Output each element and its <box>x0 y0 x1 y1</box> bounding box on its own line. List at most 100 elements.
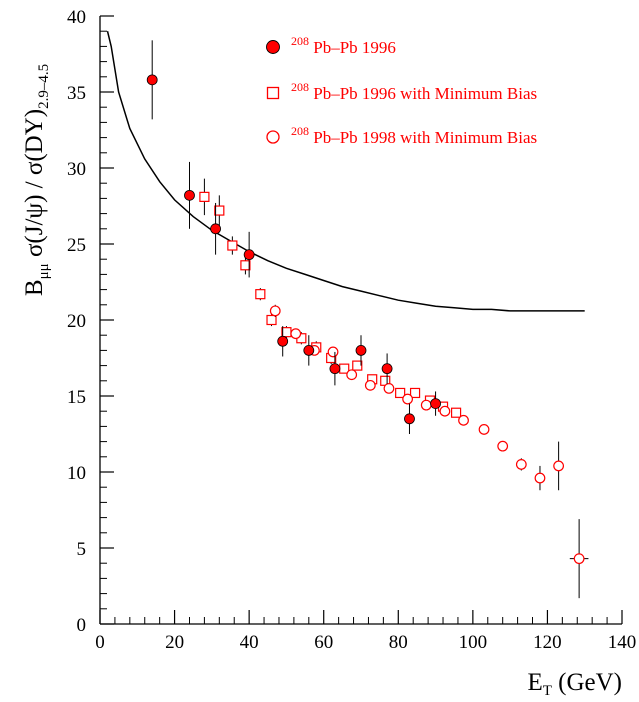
marker-filled-circle <box>329 363 341 375</box>
y-tick-label: 35 <box>67 83 86 104</box>
x-tick-label: 60 <box>314 632 333 653</box>
filled-circle-point <box>381 353 393 384</box>
marker-open-square <box>255 289 266 300</box>
marker-open-square <box>352 360 363 371</box>
open-circle-point <box>478 424 490 435</box>
marker-open-square <box>266 314 277 326</box>
filled-circle-point <box>430 391 441 416</box>
legend-label-text: Pb–Pb 1996 <box>309 38 396 57</box>
filled-circle-point <box>146 40 158 120</box>
filled-circle-point <box>277 326 289 357</box>
marker-open-circle <box>497 440 509 452</box>
y-title-b: B <box>21 279 48 296</box>
filled-circle-point <box>329 351 341 386</box>
legend-label-text: Pb–Pb 1998 with Minimum Bias <box>309 128 537 147</box>
filled-circle-point <box>404 403 415 434</box>
marker-open-circle <box>364 379 376 391</box>
axes: 0 20 40 60 80 100 120 140 0 5 10 15 20 25 30 35 40 <box>67 7 636 653</box>
marker-open-circle <box>458 414 469 426</box>
open-circle-point <box>269 304 281 317</box>
legend-label-superscript: 208 <box>291 80 309 94</box>
open-circle-point <box>439 405 451 417</box>
legend-entry: 208 Pb–Pb 1996 with Minimum Bias <box>266 80 537 103</box>
y-tick-label: 25 <box>67 235 86 256</box>
marker-open-circle <box>553 460 565 472</box>
x-tick-label: 40 <box>240 632 259 653</box>
legend-entry: 208 Pb–Pb 1998 with Minimum Bias <box>266 124 537 147</box>
open-square-point <box>240 256 251 275</box>
y-tick-label: 40 <box>67 7 86 28</box>
y-title-range-sub: 2.9–4.5 <box>36 64 52 109</box>
marker-filled-circle <box>146 74 158 86</box>
x-axis-title: ET (GeV) <box>527 669 622 699</box>
legend-label-text: Pb–Pb 1996 with Minimum Bias <box>309 84 537 103</box>
marker-open-square <box>240 260 251 271</box>
x-tick-label: 120 <box>533 632 562 653</box>
open-square-point <box>199 178 210 216</box>
y-title-b-sub: μμ <box>36 263 52 279</box>
y-tick-label: 10 <box>67 463 86 484</box>
open-circle-point <box>327 346 339 358</box>
marker-filled-circle <box>303 344 315 356</box>
x-axis-title-unit: (GeV) <box>552 669 622 696</box>
marker-open-square <box>409 387 421 399</box>
marker-filled-circle <box>381 363 393 375</box>
open-circle-point <box>290 328 302 340</box>
legend-label-superscript: 208 <box>291 34 309 48</box>
marker-open-square <box>450 407 462 418</box>
marker-open-square <box>199 191 210 202</box>
open-circle-point <box>364 379 376 391</box>
filled-circle-point <box>355 335 367 366</box>
data-points-layer <box>146 40 589 599</box>
filled-circle-point <box>210 202 221 255</box>
marker-open-circle <box>327 346 339 358</box>
legend-marker-open-circle <box>266 130 280 144</box>
y-tick-label: 30 <box>67 159 86 180</box>
marker-filled-circle <box>430 398 441 410</box>
filled-circle-point <box>243 231 255 278</box>
x-tick-label: 80 <box>389 632 408 653</box>
open-circle-point <box>534 465 546 491</box>
y-tick-label: 20 <box>67 311 86 332</box>
open-circle-point <box>346 369 358 381</box>
marker-open-circle <box>269 305 281 317</box>
open-circle-point <box>458 414 469 426</box>
marker-open-circle <box>478 424 490 435</box>
filled-circle-point <box>303 335 315 366</box>
marker-open-circle <box>346 369 358 381</box>
x-tick-label: 140 <box>608 632 637 653</box>
open-square-point <box>450 407 462 418</box>
marker-open-circle <box>383 383 395 394</box>
open-circle-point <box>515 458 527 471</box>
marker-open-circle <box>515 459 527 470</box>
open-circle-point <box>402 393 414 405</box>
marker-open-square <box>214 205 225 216</box>
open-circle-point <box>420 399 432 411</box>
legend-label: 208 Pb–Pb 1996 with Minimum Bias <box>291 80 537 103</box>
axis-titles: ET (GeV) Bμμ σ(J/ψ) / σ(DY)2.9–4.5 <box>21 64 622 699</box>
filled-circle-point <box>184 161 195 229</box>
open-circle-point <box>383 383 395 394</box>
marker-open-circle <box>439 405 451 417</box>
marker-open-circle <box>534 472 546 484</box>
marker-filled-circle <box>277 335 289 347</box>
marker-open-circle <box>402 393 414 405</box>
marker-filled-circle <box>210 223 221 235</box>
marker-open-square <box>395 387 406 399</box>
open-square-point <box>352 360 363 371</box>
x-axis-title-main: E <box>527 669 542 696</box>
open-square-point <box>409 387 421 399</box>
x-tick-label: 0 <box>95 632 105 653</box>
marker-open-circle <box>290 328 302 340</box>
marker-filled-circle <box>184 189 195 201</box>
marker-open-circle <box>573 553 585 565</box>
open-square-point <box>395 387 406 399</box>
legend-marker-open-square <box>266 86 280 100</box>
marker-open-square <box>227 240 238 251</box>
marker-filled-circle <box>243 249 255 261</box>
theory-curve-layer <box>106 31 585 312</box>
open-square-point <box>227 236 238 255</box>
y-title-ratio: σ(J/ψ) / σ(DY) <box>21 109 48 263</box>
